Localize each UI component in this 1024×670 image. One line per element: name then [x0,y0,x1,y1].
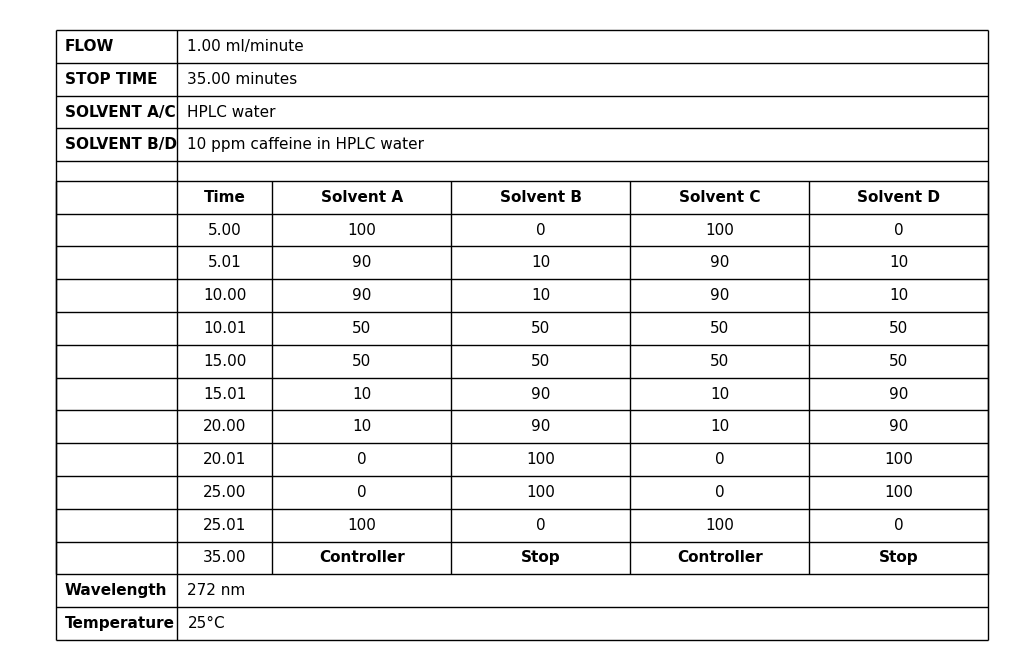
Text: 1.00 ml/minute: 1.00 ml/minute [187,39,304,54]
Text: 0: 0 [715,485,725,500]
Text: 10: 10 [889,255,908,271]
Text: 5.01: 5.01 [208,255,242,271]
Text: 100: 100 [885,485,913,500]
Text: 10: 10 [531,288,551,303]
Text: 90: 90 [531,419,551,434]
Text: 50: 50 [889,354,908,368]
Text: 25.01: 25.01 [203,518,247,533]
Text: 35.00 minutes: 35.00 minutes [187,72,298,87]
Text: 10: 10 [889,288,908,303]
Text: Solvent D: Solvent D [857,190,940,205]
Text: 0: 0 [536,222,546,238]
Text: 90: 90 [710,288,729,303]
Text: 10 ppm caffeine in HPLC water: 10 ppm caffeine in HPLC water [187,137,424,152]
Text: 100: 100 [347,518,376,533]
Text: 10: 10 [352,387,372,401]
Text: 0: 0 [357,485,367,500]
Text: 0: 0 [894,518,903,533]
Text: 10: 10 [352,419,372,434]
Text: Wavelength: Wavelength [65,583,167,598]
Text: 20.00: 20.00 [203,419,247,434]
Text: 10: 10 [710,419,729,434]
Text: 10: 10 [710,387,729,401]
Text: 25.00: 25.00 [203,485,247,500]
Text: 100: 100 [706,518,734,533]
Text: 25°C: 25°C [187,616,225,631]
Text: 90: 90 [352,288,372,303]
Text: 100: 100 [706,222,734,238]
Text: 50: 50 [352,354,372,368]
Text: 10.00: 10.00 [203,288,247,303]
Text: Controller: Controller [319,550,404,565]
Text: STOP TIME: STOP TIME [65,72,157,87]
Text: 90: 90 [889,387,908,401]
Text: 100: 100 [885,452,913,467]
Text: 90: 90 [531,387,551,401]
Text: Solvent C: Solvent C [679,190,761,205]
Text: 20.01: 20.01 [203,452,247,467]
Text: 272 nm: 272 nm [187,583,246,598]
Text: 0: 0 [715,452,725,467]
Text: Stop: Stop [879,550,919,565]
Text: 100: 100 [526,452,555,467]
Text: 50: 50 [352,321,372,336]
Text: 50: 50 [531,354,551,368]
Text: 15.01: 15.01 [203,387,247,401]
Text: SOLVENT A/C: SOLVENT A/C [65,105,175,120]
Text: HPLC water: HPLC water [187,105,275,120]
Text: Solvent B: Solvent B [500,190,582,205]
Text: 90: 90 [710,255,729,271]
Text: 90: 90 [889,419,908,434]
Text: 0: 0 [894,222,903,238]
Text: 50: 50 [710,321,729,336]
Text: 35.00: 35.00 [203,550,247,565]
Text: FLOW: FLOW [65,39,114,54]
Text: 10.01: 10.01 [203,321,247,336]
Text: Solvent A: Solvent A [321,190,402,205]
Text: 50: 50 [889,321,908,336]
Text: SOLVENT B/D: SOLVENT B/D [65,137,176,152]
Text: 100: 100 [526,485,555,500]
Text: 100: 100 [347,222,376,238]
Text: 90: 90 [352,255,372,271]
Text: Stop: Stop [521,550,560,565]
Text: Time: Time [204,190,246,205]
Text: 5.00: 5.00 [208,222,242,238]
Text: 50: 50 [531,321,551,336]
Text: Temperature: Temperature [65,616,174,631]
Text: 0: 0 [357,452,367,467]
Text: 50: 50 [710,354,729,368]
Text: 0: 0 [536,518,546,533]
Text: 10: 10 [531,255,551,271]
Text: Controller: Controller [677,550,763,565]
Text: 15.00: 15.00 [203,354,247,368]
